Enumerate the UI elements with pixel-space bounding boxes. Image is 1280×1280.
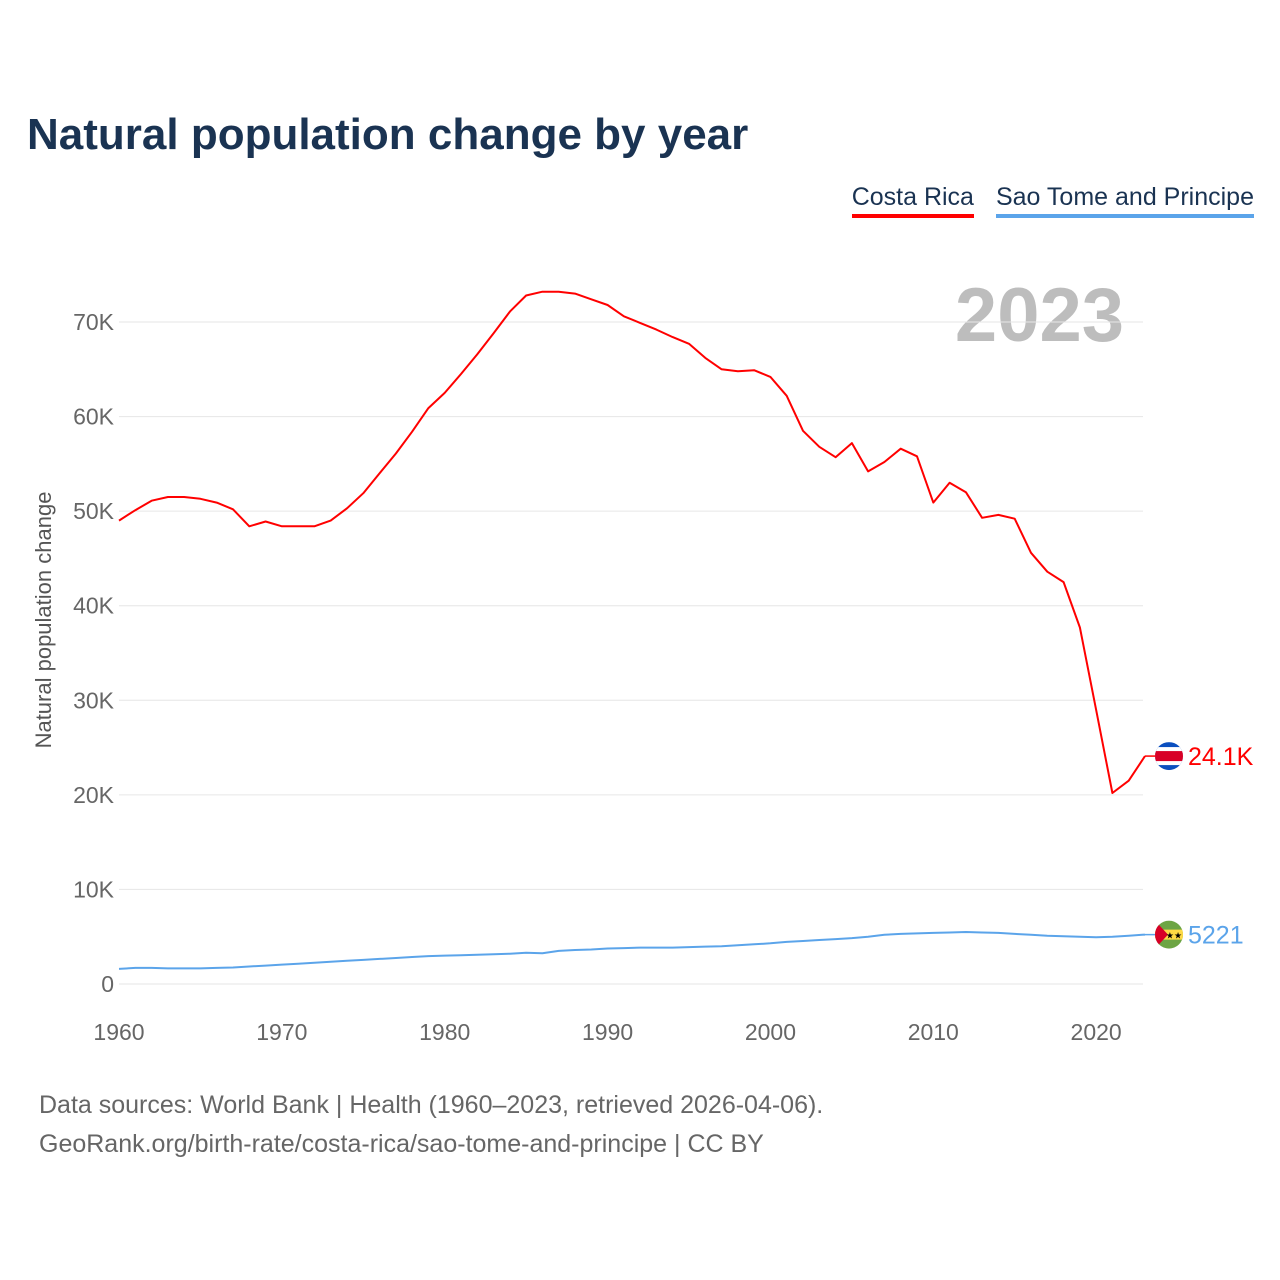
series-line-0 [118, 290, 1146, 794]
y-tick-label: 50K [73, 498, 115, 524]
y-tick-label: 70K [73, 309, 115, 335]
attribution-link[interactable]: GeoRank.org/birth-rate/costa-rica/sao-to… [39, 1130, 764, 1158]
end-value-label: 24.1K [1188, 743, 1254, 771]
x-tick-label: 1960 [93, 1019, 144, 1045]
svg-text:★★: ★★ [1166, 931, 1182, 941]
legend-item-sao-tome[interactable]: Sao Tome and Principe [995, 183, 1254, 218]
legend: Costa Rica Sao Tome and Principe [851, 183, 1254, 218]
sao-tome-flag-icon: ★★ [1155, 920, 1183, 949]
source-text: Data sources: World Bank | Health (1960–… [39, 1091, 824, 1119]
y-tick-label: 60K [73, 404, 115, 430]
y-tick-label: 20K [73, 782, 115, 808]
y-tick-label: 30K [73, 687, 115, 713]
x-tick-label: 2000 [745, 1019, 796, 1045]
footer: Data sources: World Bank | Health (1960–… [39, 1086, 823, 1164]
end-value-label: 5221 [1188, 922, 1244, 950]
y-tick-label: 0 [101, 971, 114, 997]
x-tick-label: 2020 [1071, 1019, 1122, 1045]
y-tick-label: 10K [73, 876, 115, 902]
x-tick-label: 2010 [908, 1019, 959, 1045]
y-tick-label: 40K [73, 593, 115, 619]
x-tick-label: 1980 [419, 1019, 470, 1045]
chart-title: Natural population change by year [27, 110, 749, 159]
legend-item-costa-rica[interactable]: Costa Rica [851, 183, 974, 218]
year-label: 2023 [954, 273, 1124, 358]
series-line-1 [118, 931, 1146, 970]
x-tick-label: 1990 [582, 1019, 633, 1045]
costa-rica-flag-icon [1155, 742, 1183, 771]
x-tick-label: 1970 [256, 1019, 307, 1045]
